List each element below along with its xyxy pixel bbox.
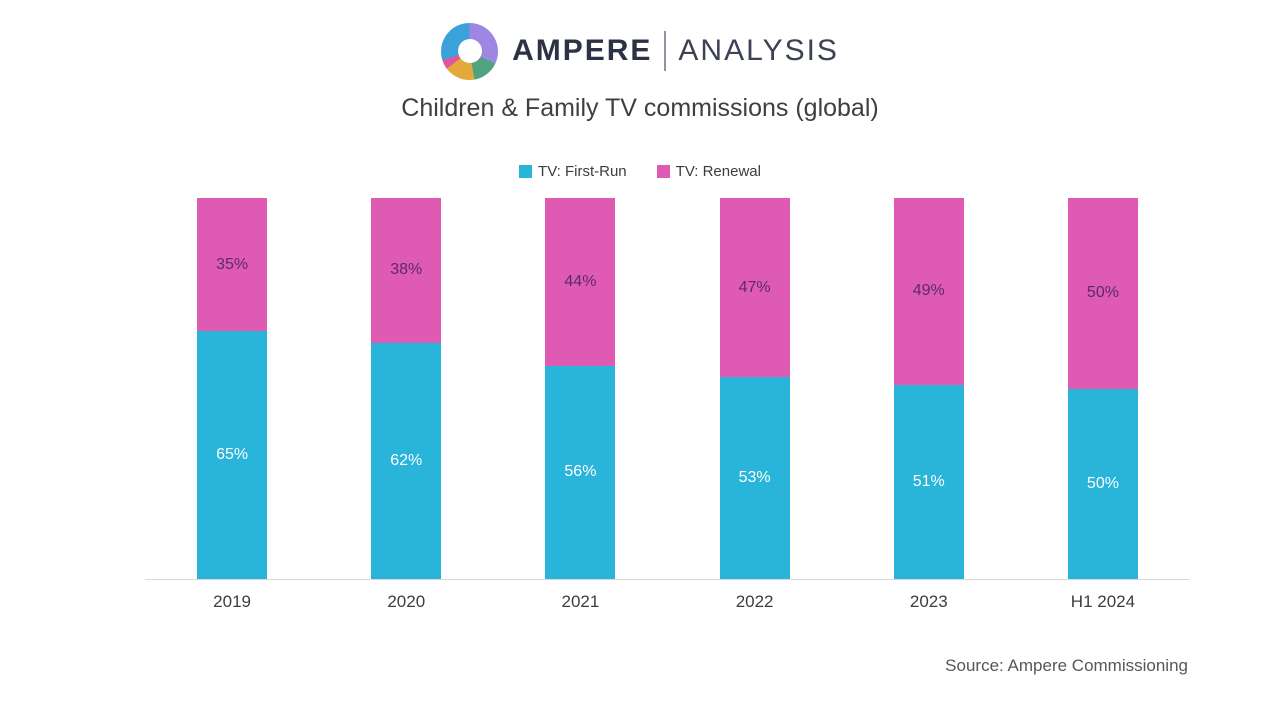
bar-segment: 47% xyxy=(719,198,790,378)
logo-brand-text: AMPERE xyxy=(512,34,653,67)
chart-legend: TV: First-Run TV: Renewal xyxy=(0,163,1280,180)
legend-label: TV: Renewal xyxy=(675,163,761,180)
bar-segment: 50% xyxy=(1067,198,1138,389)
bar-column: 47% 53% xyxy=(668,198,842,579)
bar-segment: 51% xyxy=(893,384,964,579)
legend-item: TV: Renewal xyxy=(656,163,761,180)
x-axis-label: 2021 xyxy=(561,592,600,611)
legend-label: TV: First-Run xyxy=(538,163,627,180)
x-axis-label: H1 2024 xyxy=(1070,592,1136,611)
stacked-bar: 35% 65% xyxy=(197,198,268,579)
bar-segment: 38% xyxy=(371,198,442,343)
ampere-analysis-logo: AMPERE ANALYSIS xyxy=(0,22,1280,80)
x-axis-label: 2020 xyxy=(387,592,426,611)
logo-divider xyxy=(664,31,667,71)
bar-segment: 35% xyxy=(197,198,268,332)
x-axis-label: 2019 xyxy=(213,592,251,611)
bar-segment: 65% xyxy=(197,331,268,579)
chart-title: Children & Family TV commissions (global… xyxy=(401,94,879,122)
stacked-bar: 49% 51% xyxy=(893,198,964,579)
x-axis-label: 2023 xyxy=(909,592,948,611)
donut-hole xyxy=(457,39,482,63)
bar-segment: 53% xyxy=(719,377,790,579)
stacked-bar: 50% 50% xyxy=(1067,198,1138,579)
bar-column: 35% 65% xyxy=(145,198,319,579)
bar-segment: 62% xyxy=(371,342,442,579)
bar-column: 44% 56% xyxy=(493,198,667,579)
source-note: Source: Ampere Commissioning xyxy=(945,656,1188,675)
stacked-bar: 47% 53% xyxy=(719,198,790,579)
stacked-bar: 38% 62% xyxy=(371,198,442,579)
legend-swatch-icon xyxy=(519,165,533,178)
bar-column: 50% 50% xyxy=(1016,198,1190,579)
bar-segment: 56% xyxy=(545,365,616,579)
bar-column: 38% 62% xyxy=(319,198,493,579)
logo-text: AMPERE ANALYSIS xyxy=(512,31,839,71)
donut-chart-icon xyxy=(441,22,499,80)
x-axis-label: 2022 xyxy=(735,592,774,611)
legend-swatch-icon xyxy=(656,165,670,178)
x-axis-labels: 2019 2020 2021 2022 2023 H1 2024 xyxy=(145,592,1190,612)
legend-item: TV: First-Run xyxy=(519,163,627,180)
logo-suffix-text: ANALYSIS xyxy=(678,34,839,67)
plot-area: 35% 65% 38% 62% 44% 56% 47% 53% 49% 51% 50% 50% xyxy=(145,198,1190,580)
bar-column: 49% 51% xyxy=(842,198,1016,579)
bar-segment: 44% xyxy=(545,198,616,366)
bar-segment: 49% xyxy=(893,198,964,385)
bar-segment: 50% xyxy=(1067,388,1138,579)
stacked-bar: 44% 56% xyxy=(545,198,616,579)
